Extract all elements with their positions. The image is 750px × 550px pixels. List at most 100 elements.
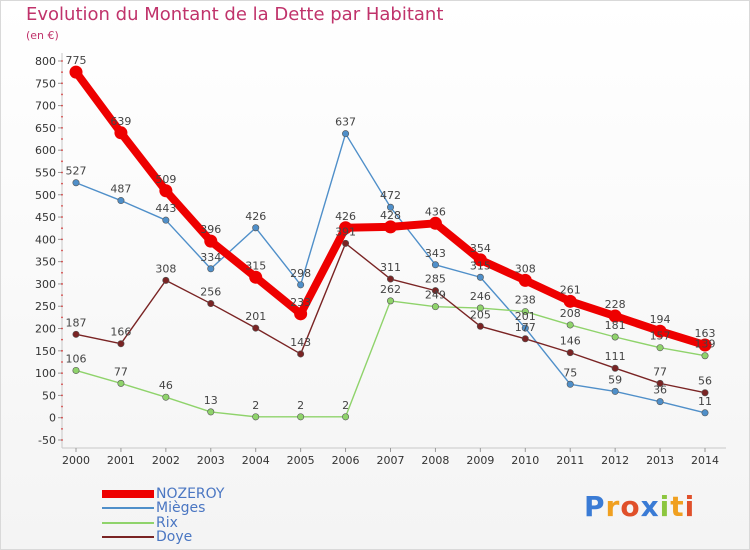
legend-item: Mièges (102, 501, 205, 515)
legend-swatch (102, 490, 154, 498)
data-label: 775 (66, 54, 87, 67)
y-tick-label: 100 (35, 367, 56, 380)
data-label: 228 (605, 298, 626, 311)
data-label: 166 (110, 326, 131, 339)
data-point (473, 253, 487, 267)
y-tick-label: 750 (35, 77, 56, 90)
data-point (611, 364, 619, 372)
data-point (162, 393, 170, 401)
y-tick-label: 150 (35, 345, 56, 358)
y-minor-tick (61, 394, 63, 397)
y-minor-tick (61, 361, 63, 363)
data-label: 111 (605, 350, 626, 363)
chart-unit: (en €) (26, 29, 59, 42)
y-tick-label: 450 (35, 211, 56, 224)
data-label: 187 (66, 316, 87, 329)
x-tick-label: 2001 (107, 454, 135, 467)
legend-item: Doye (102, 530, 192, 544)
data-point (431, 261, 439, 269)
data-point (428, 216, 442, 230)
y-minor-tick (61, 104, 63, 107)
legend-label: Rix (156, 515, 178, 531)
y-tick-label: 0 (49, 412, 56, 425)
y-tick-label: 300 (35, 278, 56, 291)
y-tick-label: -50 (38, 434, 56, 447)
data-point (72, 330, 80, 338)
data-point (656, 379, 664, 387)
data-point (207, 265, 215, 273)
data-label: 201 (245, 310, 266, 323)
data-point (252, 224, 260, 232)
legend-label: Mièges (156, 500, 206, 516)
data-point (204, 234, 218, 248)
y-minor-tick (61, 171, 63, 174)
x-tick-label: 2014 (691, 454, 719, 467)
data-point (566, 321, 574, 329)
data-label: 177 (515, 321, 536, 334)
data-label: 157 (650, 330, 671, 343)
data-label: 343 (425, 247, 446, 260)
data-point (563, 294, 577, 308)
y-tick-label: 800 (35, 55, 56, 68)
logo-letter: o (620, 490, 641, 523)
data-point (521, 308, 529, 316)
data-point (114, 126, 128, 140)
data-label: 249 (425, 289, 446, 302)
data-point (701, 389, 709, 397)
data-point (342, 239, 350, 247)
y-minor-tick (61, 149, 63, 152)
x-tick-label: 2004 (242, 454, 270, 467)
y-minor-tick (61, 327, 63, 330)
data-label: 308 (155, 262, 176, 275)
y-minor-tick (61, 439, 63, 441)
data-label: 308 (515, 262, 536, 275)
data-label: 428 (380, 209, 401, 222)
y-minor-tick (61, 383, 63, 386)
data-label: 315 (245, 259, 266, 272)
data-point (656, 398, 664, 406)
data-point (162, 276, 170, 284)
y-minor-tick (61, 93, 63, 96)
logo-letter: i (659, 490, 671, 523)
data-label: 639 (110, 115, 131, 128)
data-point (252, 324, 260, 332)
data-point (386, 275, 394, 283)
data-label: 11 (698, 395, 712, 408)
data-point (653, 324, 667, 338)
y-minor-tick (61, 249, 63, 252)
data-label: 334 (200, 251, 221, 264)
y-minor-tick (61, 427, 63, 430)
data-point (476, 304, 484, 312)
x-tick-label: 2008 (421, 454, 449, 467)
x-tick-label: 2013 (646, 454, 674, 467)
data-label: 36 (653, 384, 667, 397)
data-label: 238 (515, 294, 536, 307)
x-tick-label: 2006 (332, 454, 360, 467)
legend-item: NOZEROY (102, 487, 224, 501)
x-tick-label: 2011 (556, 454, 584, 467)
data-label: 139 (695, 338, 716, 351)
data-label: 391 (335, 225, 356, 238)
data-label: 59 (608, 373, 622, 386)
data-point (476, 322, 484, 330)
data-label: 487 (110, 183, 131, 196)
data-label: 233 (290, 296, 311, 309)
data-point (431, 287, 439, 295)
logo-letter: x (640, 490, 660, 523)
data-label: 2 (252, 399, 259, 412)
data-label: 443 (155, 202, 176, 215)
data-label: 194 (650, 313, 671, 326)
data-point (342, 413, 350, 421)
legend-swatch (102, 536, 154, 538)
data-point (611, 387, 619, 395)
y-minor-tick (61, 283, 63, 285)
legend-swatch (102, 522, 154, 524)
data-label: 56 (698, 375, 712, 388)
data-point (521, 335, 529, 343)
data-label: 354 (470, 242, 491, 255)
y-minor-tick (61, 115, 63, 118)
y-minor-tick (61, 227, 63, 230)
data-label: 261 (560, 283, 581, 296)
data-point (117, 340, 125, 348)
y-minor-tick (61, 316, 63, 319)
